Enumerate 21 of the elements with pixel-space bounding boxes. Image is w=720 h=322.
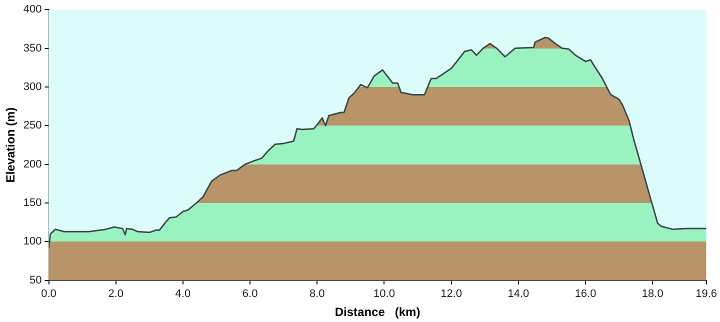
y-tick-label: 300 (23, 81, 42, 94)
x-tick-label: 10.0 (374, 288, 395, 300)
x-tick-label: 14.0 (508, 288, 530, 300)
y-axis-title: Elevation (m) (4, 107, 18, 183)
y-tick-label: 250 (23, 120, 42, 132)
y-tick-label: 100 (23, 236, 42, 248)
x-axis-title: Distance (km) (334, 305, 420, 320)
y-tick-label: 350 (23, 42, 42, 54)
x-tick-label: 8.0 (309, 288, 325, 300)
y-tick-label: 150 (23, 197, 42, 210)
y-tick-label: 50 (30, 274, 42, 286)
x-tick-label: 4.0 (175, 288, 191, 300)
x-tick-label: 12.0 (440, 288, 462, 300)
y-tick-label: 200 (23, 158, 42, 170)
x-tick-label: 2.0 (108, 288, 124, 300)
x-tick-label: 6.0 (242, 288, 258, 300)
x-tick-label: 0.0 (41, 288, 56, 300)
y-tick-label: 400 (23, 4, 42, 16)
x-tick-label: 18.0 (642, 288, 664, 300)
x-tick-label: 19.6 (696, 288, 718, 300)
x-tick-label: 16.0 (574, 288, 596, 300)
